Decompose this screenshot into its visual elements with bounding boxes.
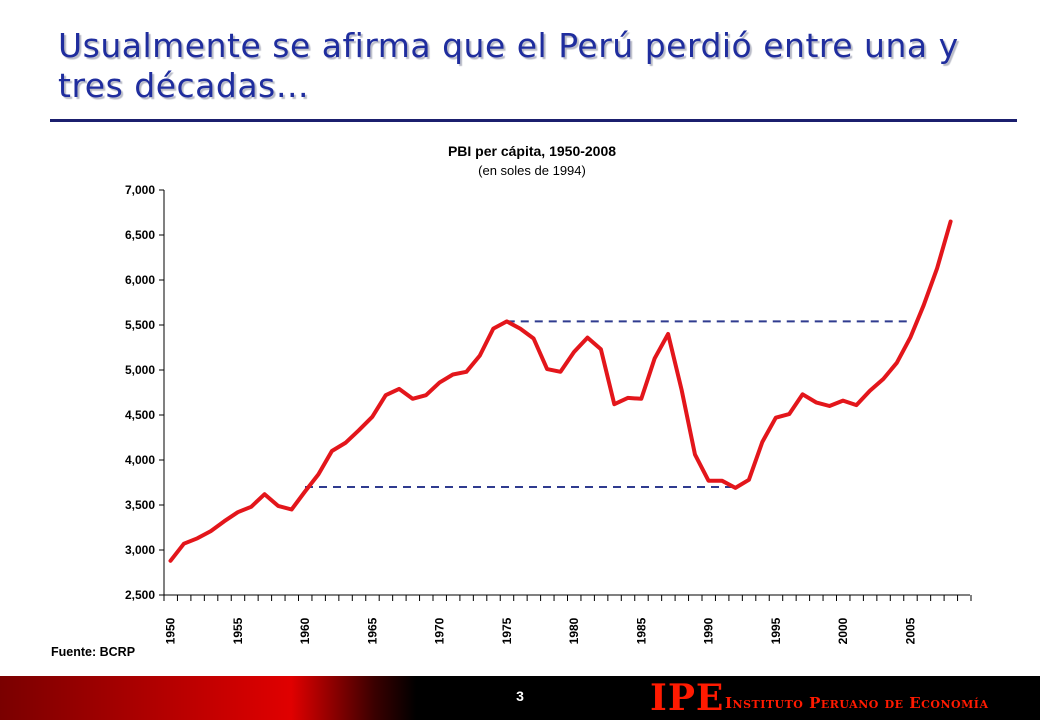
y-tick-label: 3,000 [125,543,155,557]
x-tick-label: 2000 [836,617,850,644]
y-tick-label: 6,000 [125,273,155,287]
y-tick-label: 5,000 [125,363,155,377]
x-tick-label: 1975 [500,617,514,644]
reference-lines [305,320,911,488]
y-tick-label: 4,000 [125,453,155,467]
series-layer [168,219,953,563]
y-tick-label: 2,500 [125,588,155,602]
x-tick-label: 1955 [231,617,245,644]
x-tick-label: 1985 [634,617,648,644]
x-tick-label: 1995 [769,617,783,644]
y-tick-label: 4,500 [125,408,155,422]
chart-subtitle: (en soles de 1994) [478,163,586,178]
y-tick-label: 3,500 [125,498,155,512]
x-tick-label: 1965 [365,617,379,644]
x-tick-label: 1990 [702,617,716,644]
y-tick-label: 6,500 [125,228,155,242]
x-tick-label: 1950 [164,617,178,644]
chart-title: PBI per cápita, 1950-2008 [448,143,616,159]
title-divider [50,119,1017,122]
y-tick-label: 5,500 [125,318,155,332]
slide-title: Usualmente se afirma que el Perú perdió … [58,26,959,105]
x-tick-label: 1980 [567,617,581,644]
ipe-logo-name: Instituto Peruano de Economía [725,694,989,712]
footer-bar [0,676,1040,720]
x-tick-label: 2005 [903,617,917,644]
x-tick-label: 1970 [433,617,447,644]
x-tick-label: 1960 [298,617,312,644]
source-note: Fuente: BCRP [51,645,136,659]
chart-axes: 2,500 3,000 3,500 4,000 4,500 5,000 5,500 6,000… [125,183,972,644]
page-number: 3 [516,688,524,704]
gdp-per-capita-chart: PBI per cápita, 1950-2008 (en soles de 1… [125,143,972,644]
ipe-logo: IPE [650,677,725,719]
gdp-per-capita-line [168,219,953,563]
y-tick-label: 7,000 [125,183,155,197]
